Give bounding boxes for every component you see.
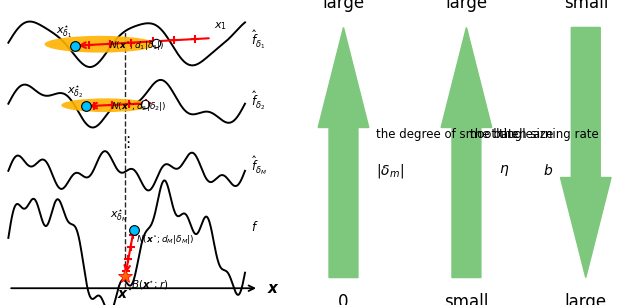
Text: $\hat{f}_{\delta_M}$: $\hat{f}_{\delta_M}$: [250, 155, 267, 178]
Text: $B(\boldsymbol{x}^{\star}; r)$: $B(\boldsymbol{x}^{\star}; r)$: [131, 279, 168, 292]
Text: small: small: [564, 0, 608, 12]
Polygon shape: [318, 27, 369, 278]
Text: large: large: [323, 0, 365, 12]
Text: the degree of smoothing: the degree of smoothing: [376, 128, 522, 141]
Text: $N(\boldsymbol{x}^{\star}; d_M|\delta_M|)$: $N(\boldsymbol{x}^{\star}; d_M|\delta_M|…: [136, 233, 195, 246]
Text: $\boldsymbol{x}^{\star}$: $\boldsymbol{x}^{\star}$: [117, 287, 134, 302]
Text: large: large: [445, 0, 488, 12]
Text: $f$: $f$: [250, 220, 258, 234]
Text: $\eta$: $\eta$: [499, 163, 509, 178]
Text: large: large: [564, 293, 607, 305]
Text: the learning rate: the learning rate: [499, 128, 599, 141]
Text: $\vdots$: $\vdots$: [120, 134, 131, 150]
Ellipse shape: [45, 36, 156, 52]
Text: small: small: [444, 293, 488, 305]
Text: $x^{\star}_{\delta_M}$: $x^{\star}_{\delta_M}$: [110, 207, 128, 224]
Text: $x^{\star}_{\delta_1}$: $x^{\star}_{\delta_1}$: [56, 23, 72, 40]
Text: $N(\boldsymbol{x}^{\star}; d_2|\delta_2|)$: $N(\boldsymbol{x}^{\star}; d_2|\delta_2|…: [111, 100, 167, 113]
Ellipse shape: [61, 98, 150, 112]
Text: 0: 0: [338, 293, 349, 305]
Text: $\boldsymbol{x}$: $\boldsymbol{x}$: [268, 281, 280, 296]
Text: $x_1$: $x_1$: [214, 20, 227, 32]
Text: $\hat{f}_{\delta_2}$: $\hat{f}_{\delta_2}$: [250, 89, 265, 112]
Text: $\hat{f}_{\delta_1}$: $\hat{f}_{\delta_1}$: [250, 28, 265, 51]
Polygon shape: [441, 27, 492, 278]
Text: $b$: $b$: [543, 163, 553, 178]
Text: $x^{\star}_{\delta_2}$: $x^{\star}_{\delta_2}$: [67, 83, 83, 100]
Text: $N(\boldsymbol{x}^{\star}; d_1|\delta_1|)$: $N(\boldsymbol{x}^{\star}; d_1|\delta_1|…: [109, 39, 164, 52]
Text: $|\delta_m|$: $|\delta_m|$: [376, 162, 404, 180]
Polygon shape: [561, 27, 611, 278]
Text: the batch size: the batch size: [470, 128, 553, 141]
